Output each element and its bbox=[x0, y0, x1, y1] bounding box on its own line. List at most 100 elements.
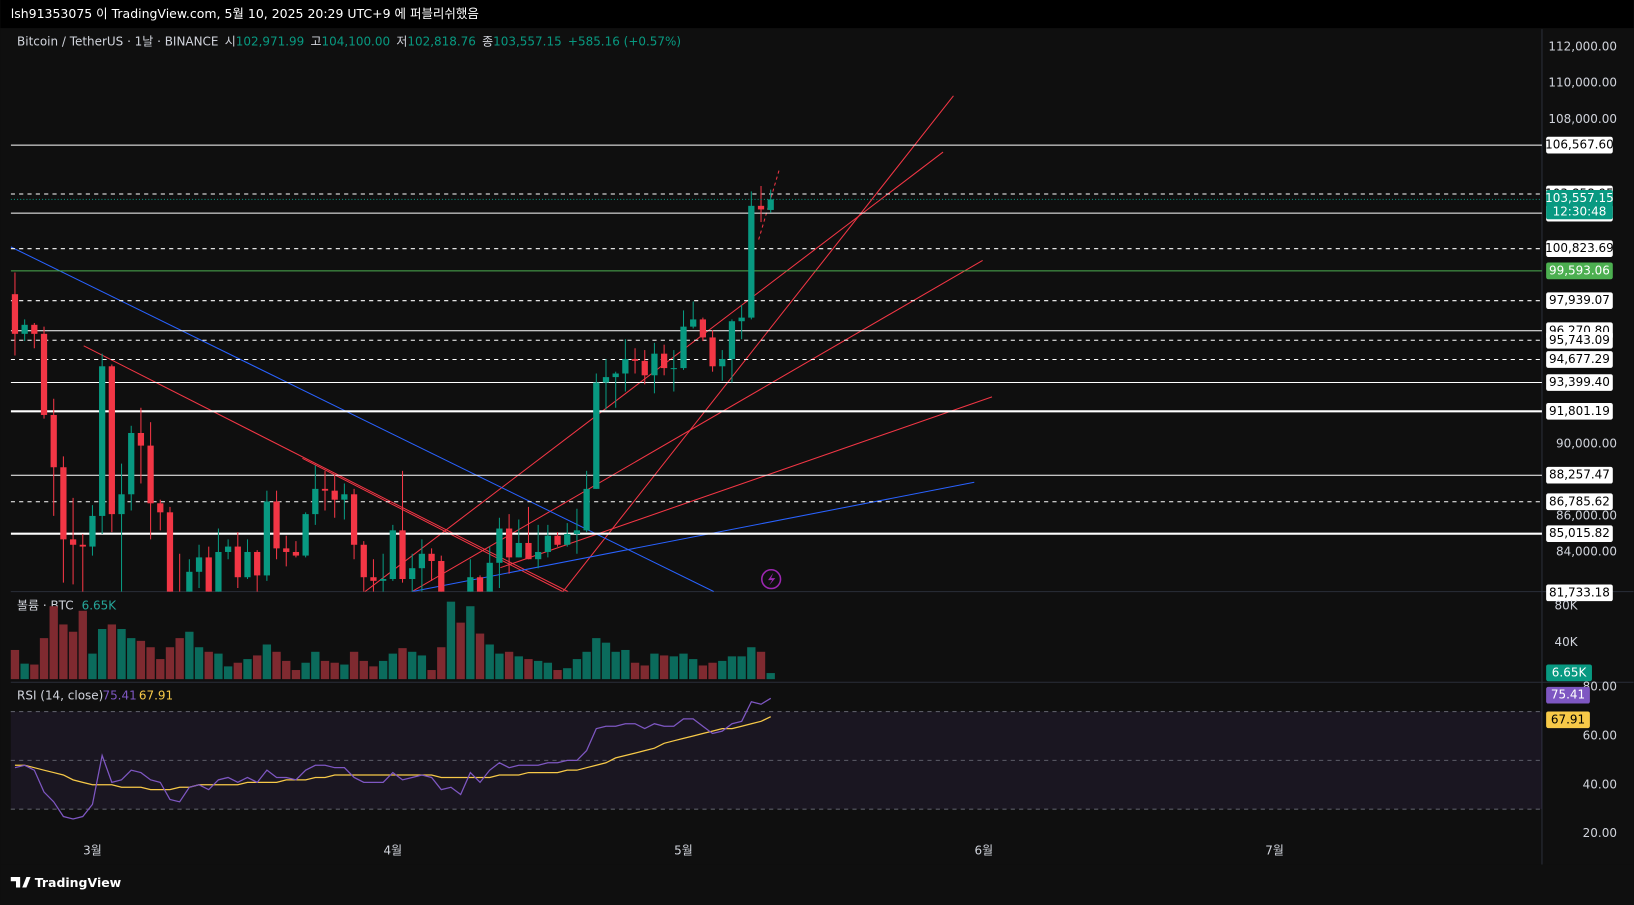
countdown: 12:30:48 bbox=[1553, 204, 1607, 218]
candle-body bbox=[593, 382, 600, 489]
last-price-label: 103,557.15 bbox=[1545, 191, 1614, 205]
y-tick-label: 80.00 bbox=[1583, 680, 1617, 694]
trend-line bbox=[500, 396, 993, 569]
candle-body bbox=[370, 577, 377, 581]
volume-bar bbox=[301, 662, 310, 680]
price-level-box bbox=[1546, 525, 1613, 542]
y-tick-label: 20.00 bbox=[1583, 826, 1617, 840]
rsi-value-box bbox=[1546, 711, 1590, 729]
y-tick-label: 108,000.00 bbox=[1548, 112, 1617, 126]
volume-bar bbox=[194, 647, 204, 680]
trend-line bbox=[302, 457, 564, 592]
volume-bar bbox=[756, 651, 766, 680]
volume-bar bbox=[282, 660, 291, 680]
volume-bar bbox=[272, 651, 281, 680]
volume-bar bbox=[437, 647, 446, 680]
trend-line bbox=[411, 481, 975, 592]
price-level-label: 86,785.62 bbox=[1549, 494, 1610, 508]
rsi-value-label: 67.91 bbox=[1551, 712, 1585, 726]
candle-body bbox=[709, 337, 716, 367]
price-level-label: 81,733.18 bbox=[1549, 585, 1610, 599]
pane-title: RSI (14, close) bbox=[17, 688, 103, 702]
volume-bar bbox=[669, 656, 678, 680]
candle-body bbox=[612, 373, 619, 378]
drawings bbox=[10, 95, 993, 592]
candle-body bbox=[505, 528, 513, 558]
candle-body bbox=[389, 530, 396, 580]
price-level-box bbox=[1546, 292, 1613, 310]
candle-body bbox=[137, 432, 145, 446]
volume-bar bbox=[466, 606, 475, 680]
price-level-box bbox=[1546, 262, 1613, 280]
candle-body bbox=[99, 366, 106, 516]
ohlc-label: 저 bbox=[396, 34, 407, 48]
candle-body bbox=[186, 571, 193, 592]
volume-bar bbox=[592, 638, 601, 680]
volume-value-box bbox=[1546, 664, 1592, 682]
candle-body bbox=[312, 488, 319, 515]
candle-body bbox=[273, 501, 280, 549]
price-level-box bbox=[1546, 466, 1613, 484]
y-tick-label: 86,000.00 bbox=[1556, 508, 1617, 522]
candle-body bbox=[350, 494, 358, 545]
ohlc-label: 고 bbox=[311, 34, 322, 48]
candle-body bbox=[583, 488, 590, 531]
volume-bar bbox=[708, 662, 717, 680]
candle-body bbox=[409, 568, 416, 580]
volume-bar bbox=[408, 651, 417, 680]
price-level-label: 91,801.19 bbox=[1549, 404, 1610, 418]
candle-body bbox=[166, 512, 174, 592]
price-level-label: 100,823.69 bbox=[1545, 241, 1614, 255]
candle-body bbox=[767, 199, 774, 210]
volume-bar bbox=[165, 647, 175, 680]
volume-bar bbox=[650, 653, 659, 680]
price-level-box bbox=[1546, 240, 1613, 258]
legend: Bitcoin / TetherUS · 1날 · BINANCE 시102,97… bbox=[17, 34, 681, 48]
candle-body bbox=[564, 533, 571, 545]
volume-bar bbox=[534, 660, 543, 680]
x-tick-label: 4월 bbox=[384, 844, 403, 858]
candle-body bbox=[467, 577, 474, 592]
candle-body bbox=[719, 359, 726, 367]
candle-body bbox=[205, 557, 212, 592]
candle-body bbox=[738, 317, 745, 322]
ohlc-value: 104,100.00 bbox=[322, 34, 391, 48]
volume-bar bbox=[10, 649, 20, 680]
brand: TradingView bbox=[35, 875, 122, 890]
volume-bar bbox=[446, 601, 456, 680]
ohlc-label: 시 bbox=[225, 34, 236, 48]
pane-title: 볼륨 · BTC bbox=[17, 599, 74, 613]
volume-bar bbox=[253, 655, 262, 680]
candle-body bbox=[331, 490, 338, 500]
candle-body bbox=[128, 432, 135, 495]
footer bbox=[0, 864, 1634, 901]
volume-bar bbox=[204, 651, 213, 680]
candle-body bbox=[195, 557, 203, 572]
volume-bar bbox=[59, 624, 68, 680]
candle-body bbox=[69, 539, 77, 545]
trend-line bbox=[562, 95, 954, 592]
main-plot bbox=[10, 144, 1542, 592]
candle-body bbox=[641, 360, 648, 376]
candle-body bbox=[748, 205, 755, 318]
volume-bar bbox=[49, 606, 58, 680]
price-level-box bbox=[1546, 136, 1613, 154]
volume-bar bbox=[107, 624, 117, 680]
candle-body bbox=[21, 324, 28, 334]
y-tick-label: 112,000.00 bbox=[1548, 40, 1617, 54]
brand-logo bbox=[10, 877, 31, 888]
ohlc-value: 102,818.76 bbox=[407, 34, 476, 48]
volume-bar bbox=[388, 653, 397, 680]
volume-bar bbox=[543, 662, 553, 680]
candle-body bbox=[757, 205, 765, 210]
volume-bar bbox=[88, 653, 97, 680]
alert-icon[interactable] bbox=[761, 568, 782, 590]
volume-bar bbox=[504, 651, 514, 680]
candle-body bbox=[602, 377, 610, 383]
volume-bar bbox=[727, 656, 737, 680]
candle-body bbox=[690, 319, 697, 327]
candle-body bbox=[631, 359, 639, 361]
candle-body bbox=[263, 501, 270, 576]
